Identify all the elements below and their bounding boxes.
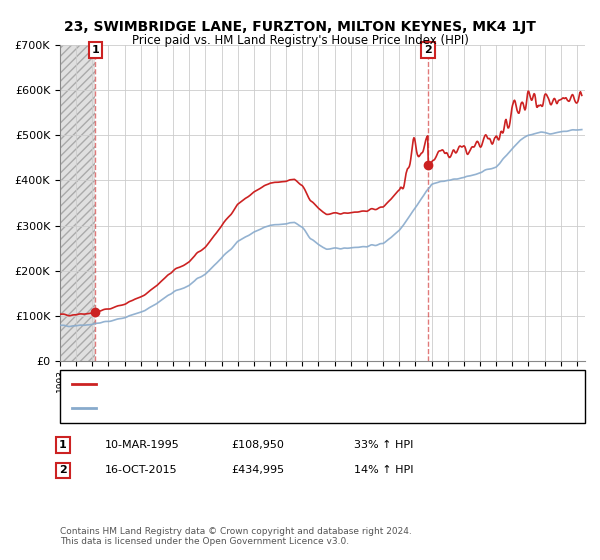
Text: £108,950: £108,950	[231, 440, 284, 450]
Text: 14% ↑ HPI: 14% ↑ HPI	[354, 465, 413, 475]
Text: 23, SWIMBRIDGE LANE, FURZTON, MILTON KEYNES, MK4 1JT: 23, SWIMBRIDGE LANE, FURZTON, MILTON KEY…	[64, 20, 536, 34]
Text: £434,995: £434,995	[231, 465, 284, 475]
Bar	[60, 45, 95, 361]
Text: 2: 2	[59, 465, 67, 475]
Text: HPI: Average price, detached house, Milton Keynes: HPI: Average price, detached house, Milt…	[102, 403, 356, 413]
Text: 10-MAR-1995: 10-MAR-1995	[105, 440, 180, 450]
Text: 16-OCT-2015: 16-OCT-2015	[105, 465, 178, 475]
Text: 2: 2	[424, 45, 432, 55]
Text: 23, SWIMBRIDGE LANE, FURZTON, MILTON KEYNES, MK4 1JT (detached house): 23, SWIMBRIDGE LANE, FURZTON, MILTON KEY…	[102, 380, 493, 390]
Text: Contains HM Land Registry data © Crown copyright and database right 2024.
This d: Contains HM Land Registry data © Crown c…	[60, 526, 412, 546]
Text: 33% ↑ HPI: 33% ↑ HPI	[354, 440, 413, 450]
Text: 1: 1	[59, 440, 67, 450]
Text: 1: 1	[92, 45, 99, 55]
Text: Price paid vs. HM Land Registry's House Price Index (HPI): Price paid vs. HM Land Registry's House …	[131, 34, 469, 46]
